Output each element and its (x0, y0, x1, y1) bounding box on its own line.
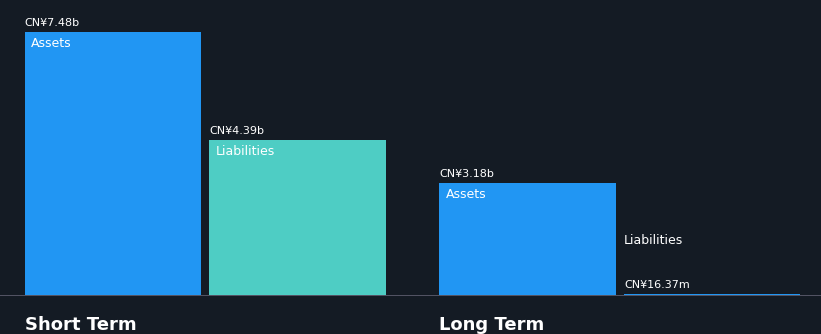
Text: Liabilities: Liabilities (624, 234, 683, 246)
Text: CN¥3.18b: CN¥3.18b (439, 169, 494, 179)
Text: CN¥16.37m: CN¥16.37m (624, 280, 690, 290)
Text: Assets: Assets (31, 37, 71, 50)
Bar (439, 183, 616, 295)
Text: Liabilities: Liabilities (216, 146, 275, 158)
Bar (25, 31, 201, 295)
Text: Short Term: Short Term (25, 316, 136, 334)
Text: Long Term: Long Term (439, 316, 544, 334)
Bar (209, 140, 386, 295)
Text: CN¥4.39b: CN¥4.39b (209, 126, 264, 136)
Text: CN¥7.48b: CN¥7.48b (25, 18, 80, 28)
Text: Assets: Assets (446, 188, 486, 201)
Bar (624, 294, 800, 295)
